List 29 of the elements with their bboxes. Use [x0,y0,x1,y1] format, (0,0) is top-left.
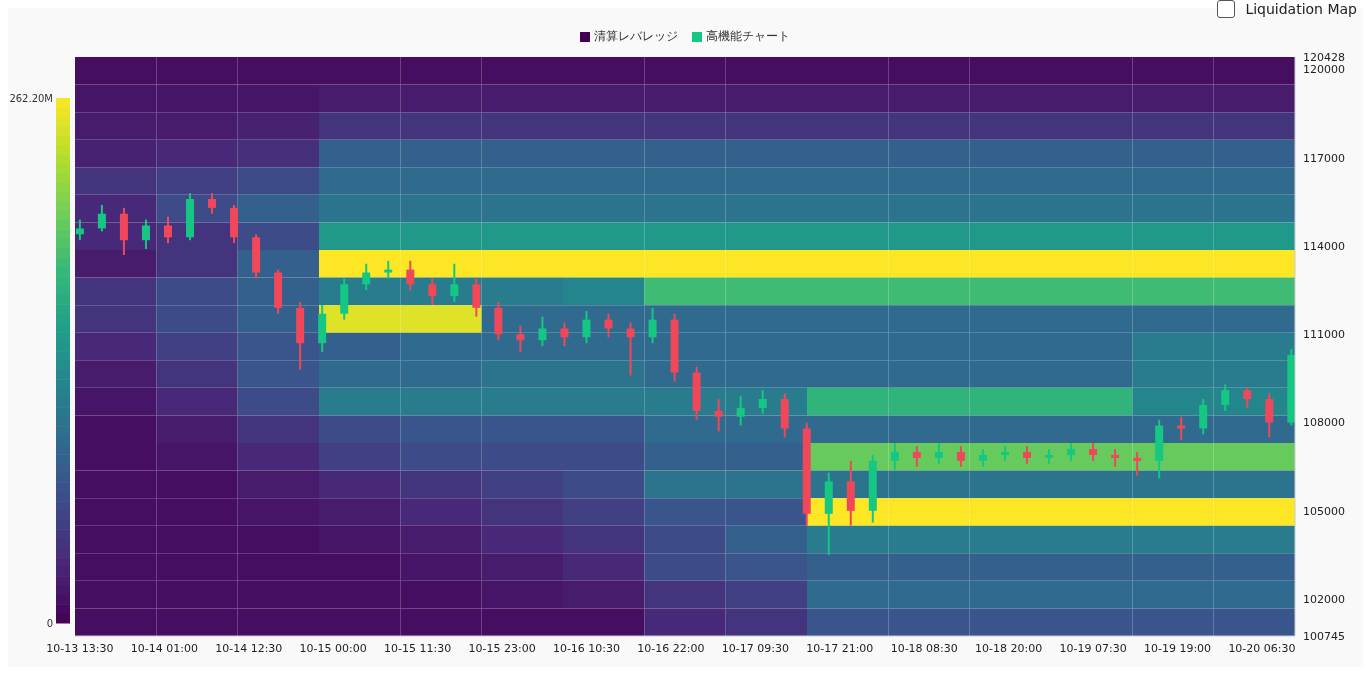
x-tick-label: 10-15 11:30 [384,641,452,655]
x-tick-label: 10-20 06:30 [1228,641,1296,655]
y-tick-label: 111000 [1303,328,1345,342]
color-bar-title: 清算レバレッジ [594,28,678,45]
x-tick-label: 10-15 23:00 [468,641,536,655]
x-tick-label: 10-16 22:00 [637,641,705,655]
y-tick-label: 117000 [1303,151,1345,165]
color-bar-label: 262.20M [9,92,53,104]
x-tick-label: 10-16 10:30 [552,641,621,655]
x-tick-label: 10-13 13:30 [46,641,114,655]
x-tick-label: 10-17 21:00 [806,641,874,655]
x-tick-label: 10-14 12:30 [215,641,283,655]
y-tick-label: 108000 [1303,416,1345,430]
x-tick-label: 10-19 07:30 [1059,641,1127,655]
y-tick-label: 120000 [1303,63,1345,77]
text: Liquidation Map [1245,1,1357,17]
x-tick-label: 10-17 09:30 [721,641,789,655]
x-tick-label: 10-18 20:00 [975,641,1043,655]
x-tick-label: 10-15 00:00 [299,641,367,655]
x-tick-label: 10-18 08:30 [890,641,958,655]
y-tick-label: 114000 [1303,239,1345,253]
color-bar-label: 0 [46,617,53,629]
y-tick-label: 100745 [1303,629,1345,643]
y-tick-label: 120428 [1303,50,1345,64]
y-tick-label: 102000 [1303,592,1345,606]
legend-label: 高機能チャート [706,28,790,45]
x-tick-label: 10-14 01:00 [130,641,198,655]
y-tick-label: 105000 [1303,504,1345,518]
x-tick-label: 10-19 19:00 [1143,641,1212,655]
